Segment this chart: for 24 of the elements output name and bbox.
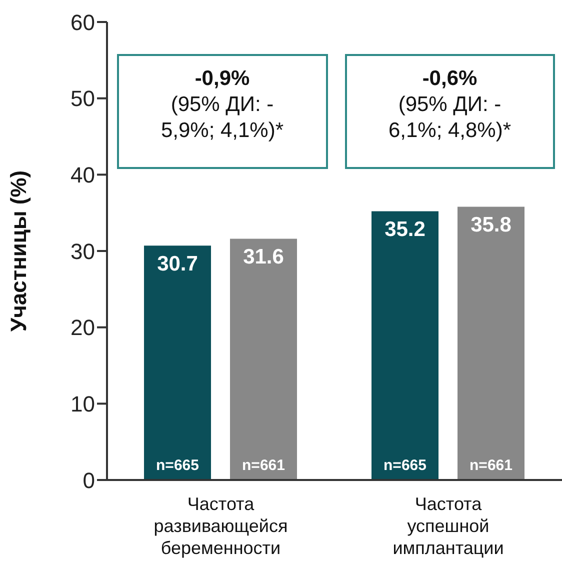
bar	[372, 211, 438, 480]
x-tick-label: Частота развивающейся беременности	[154, 494, 288, 558]
y-tick-label: 60	[70, 10, 95, 35]
bar	[144, 246, 211, 480]
y-tick-label: 10	[70, 391, 95, 416]
x-tick-label: Частота успешной имплантации	[392, 494, 504, 558]
y-tick-label: 20	[70, 315, 95, 340]
y-tick-label: 30	[70, 238, 95, 264]
annotation: -0,6% (95% ДИ: - 6,1%; 4,8%)*	[387, 66, 512, 144]
annotation: n=665	[384, 457, 426, 474]
bar	[230, 238, 297, 480]
data-label: 30.7	[157, 252, 198, 276]
y-tick-label: 40	[70, 162, 95, 188]
annotation: n=661	[470, 457, 512, 474]
data-label: 31.6	[243, 246, 284, 269]
annotation: n=665	[156, 457, 199, 474]
y-axis-title: Участницы (%)	[6, 170, 31, 332]
annotation: n=661	[242, 457, 285, 474]
data-label: 35.2	[384, 218, 426, 242]
annotation: -0,9% (95% ДИ: - 5,9%; 4,1%)*	[160, 66, 285, 144]
data-label: 35.8	[470, 214, 512, 237]
bar	[458, 206, 524, 480]
y-tick-label: 50	[70, 86, 95, 112]
y-tick-label: 0	[82, 468, 95, 493]
